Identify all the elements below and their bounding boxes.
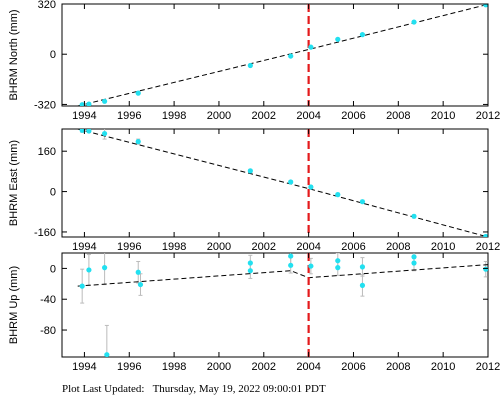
x-tick-label: 1996	[117, 110, 141, 122]
y-tick-label: 320	[38, 0, 56, 11]
x-tick-label: 2002	[252, 241, 276, 253]
data-point	[359, 31, 366, 38]
y-tick-label: 0	[50, 49, 56, 61]
x-tick-label: 2012	[476, 110, 500, 122]
data-point	[359, 282, 366, 288]
footer-label: Plot Last Updated:	[62, 383, 145, 395]
data-point	[483, 233, 488, 237]
data-point	[308, 184, 314, 190]
panel-3: 1994 1996 1998 2000 2002 2004 2006 2008 2010 2012…	[8, 252, 500, 373]
panel-1: 1994 1996 1998 2000 2002 2004 2006 2008 2010 2012…	[8, 0, 500, 122]
data-point	[359, 199, 366, 205]
x-tick-label: 1994	[72, 110, 96, 122]
x-tick-label: 2000	[207, 241, 231, 253]
data-point	[288, 253, 294, 259]
fit-line	[77, 129, 488, 237]
y-tick-label: 160	[38, 146, 56, 158]
x-tick-label: 2000	[207, 361, 231, 373]
data-point	[411, 19, 417, 25]
data-point	[411, 213, 417, 219]
x-tick-label: 2008	[386, 241, 410, 253]
y-tick-label: -80	[40, 325, 56, 337]
y-tick-label: -320	[34, 99, 56, 111]
data-point	[86, 101, 92, 106]
y-axis-label: BHRM East (mm)	[8, 140, 20, 226]
footer-timestamp: Thursday, May 19, 2022 09:00:01 PDT	[152, 383, 326, 395]
data-point	[335, 258, 341, 264]
x-tick-label: 2006	[341, 361, 365, 373]
x-tick-label: 2002	[252, 110, 276, 122]
plot-area	[77, 129, 488, 237]
fit-line	[77, 4, 488, 106]
data-point	[308, 263, 314, 269]
y-tick-label: 0	[50, 187, 56, 199]
plot-area	[77, 253, 488, 357]
y-tick-label: -40	[40, 294, 56, 306]
y-tick-label: -160	[34, 227, 56, 239]
plot-updated-footer: Plot Last Updated: Thursday, May 19, 202…	[62, 383, 326, 395]
data-point	[247, 268, 253, 274]
data-point	[411, 254, 417, 260]
data-point	[79, 102, 85, 106]
y-axis-label: BHRM North (mm)	[8, 9, 20, 100]
x-tick-label: 2004	[296, 361, 320, 373]
x-tick-label: 1994	[72, 241, 96, 253]
data-point	[104, 352, 110, 357]
x-tick-label: 1998	[162, 241, 186, 253]
data-point	[135, 90, 141, 96]
x-tick-label: 2008	[386, 110, 410, 122]
x-tick-label: 2004	[296, 241, 320, 253]
data-point	[247, 168, 253, 174]
plot-frame	[61, 3, 489, 107]
x-tick-label: 2002	[252, 361, 276, 373]
x-tick-label: 2010	[431, 110, 455, 122]
y-axis-label: BHRM Up (mm)	[8, 266, 20, 344]
x-tick-label: 1996	[117, 241, 141, 253]
data-point	[79, 283, 85, 289]
x-tick-label: 2010	[431, 241, 455, 253]
data-point	[137, 281, 144, 288]
data-point	[247, 62, 253, 69]
data-point	[335, 192, 341, 198]
data-point	[79, 129, 85, 133]
data-point	[135, 269, 141, 275]
data-point	[86, 129, 92, 134]
x-tick-label: 1998	[162, 361, 186, 373]
fit-line	[77, 264, 488, 287]
data-point	[288, 179, 294, 185]
plot-area	[77, 4, 488, 106]
data-point	[135, 139, 141, 145]
data-point	[359, 264, 366, 270]
x-tick-label: 2004	[296, 110, 320, 122]
x-tick-label: 1996	[117, 361, 141, 373]
data-point	[102, 265, 108, 271]
data-point	[483, 4, 488, 8]
x-tick-label: 2006	[341, 241, 365, 253]
data-point	[335, 265, 341, 271]
data-point	[483, 266, 488, 272]
data-point	[288, 53, 294, 59]
plot-frame	[61, 252, 489, 358]
data-point	[308, 44, 314, 50]
panel-2: 1994 1996 1998 2000 2002 2004 2006 2008 2010 2012…	[8, 128, 500, 253]
data-point	[288, 262, 294, 268]
data-point	[411, 260, 417, 266]
x-tick-label: 2008	[386, 361, 410, 373]
y-tick-label: 0	[50, 263, 56, 275]
data-point	[102, 130, 108, 137]
data-point	[102, 98, 108, 104]
data-point	[247, 260, 253, 266]
x-tick-label: 1998	[162, 110, 186, 122]
x-tick-label: 2006	[341, 110, 365, 122]
x-tick-label: 2012	[476, 361, 500, 373]
x-tick-label: 2012	[476, 241, 500, 253]
data-point	[86, 267, 92, 273]
x-tick-label: 2010	[431, 361, 455, 373]
x-tick-label: 1994	[72, 361, 96, 373]
plot-frame	[61, 128, 489, 238]
x-tick-label: 2000	[207, 110, 231, 122]
data-point	[335, 36, 341, 42]
